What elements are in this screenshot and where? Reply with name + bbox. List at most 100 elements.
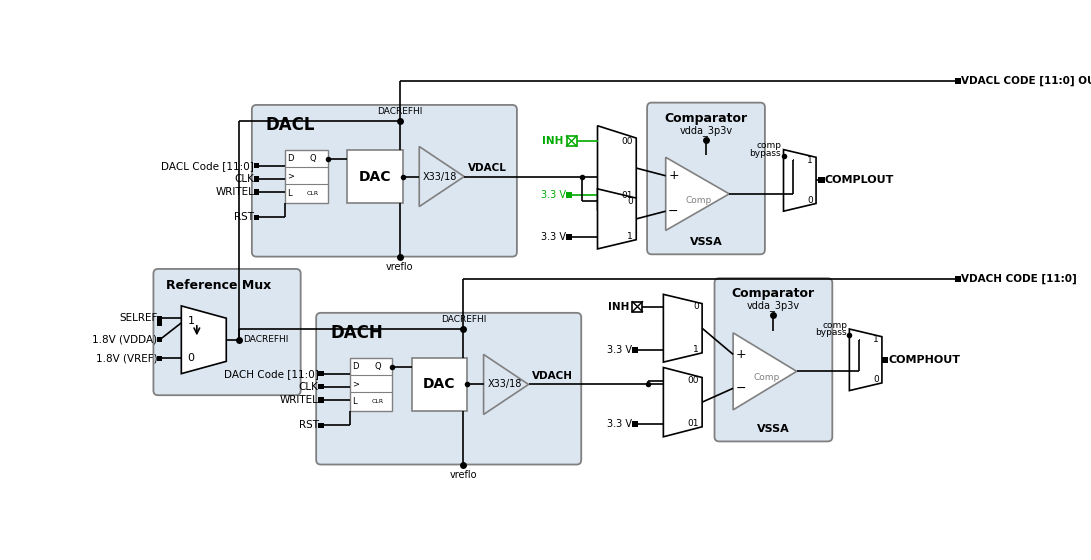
Bar bbox=[955, 276, 961, 282]
Text: 1: 1 bbox=[693, 346, 699, 354]
Bar bbox=[882, 357, 888, 363]
Bar bbox=[157, 315, 163, 321]
Text: 1.8V (VDDA): 1.8V (VDDA) bbox=[92, 335, 157, 345]
Text: Reference Mux: Reference Mux bbox=[166, 279, 271, 292]
Text: DACH Code [11:0]: DACH Code [11:0] bbox=[224, 368, 319, 379]
Text: 1: 1 bbox=[873, 335, 879, 344]
Polygon shape bbox=[598, 189, 636, 249]
Bar bbox=[254, 189, 260, 195]
Text: 01: 01 bbox=[622, 190, 633, 199]
Text: D: D bbox=[288, 155, 293, 164]
Text: 0: 0 bbox=[693, 302, 699, 311]
Text: Comparator: Comparator bbox=[732, 287, 815, 300]
FancyBboxPatch shape bbox=[715, 278, 832, 441]
Text: 1: 1 bbox=[188, 316, 194, 326]
Polygon shape bbox=[663, 367, 703, 437]
Text: vdda_3p3v: vdda_3p3v bbox=[747, 301, 800, 311]
Text: >: > bbox=[288, 171, 295, 180]
Text: 3.3 V: 3.3 V bbox=[541, 190, 566, 200]
Bar bbox=[566, 136, 576, 146]
Text: 3.3 V: 3.3 V bbox=[607, 345, 632, 355]
Polygon shape bbox=[663, 295, 703, 362]
Text: 0: 0 bbox=[188, 353, 194, 363]
Text: CLK: CLK bbox=[235, 174, 254, 184]
Bar bbox=[319, 423, 324, 428]
Bar bbox=[319, 384, 324, 389]
Text: Comp: Comp bbox=[686, 195, 712, 204]
Text: vreflo: vreflo bbox=[449, 470, 477, 480]
Polygon shape bbox=[783, 150, 816, 211]
Text: VSSA: VSSA bbox=[757, 424, 790, 434]
Text: 01: 01 bbox=[687, 419, 699, 428]
Text: DACL: DACL bbox=[266, 116, 315, 134]
Text: 3.3 V: 3.3 V bbox=[607, 419, 632, 429]
Text: vreflo: vreflo bbox=[386, 262, 413, 272]
Text: DACL Code [11:0]: DACL Code [11:0] bbox=[161, 161, 254, 171]
Polygon shape bbox=[666, 157, 729, 230]
Text: >: > bbox=[351, 379, 359, 388]
Polygon shape bbox=[419, 147, 464, 207]
FancyBboxPatch shape bbox=[154, 269, 301, 395]
Text: WRITEL: WRITEL bbox=[279, 395, 319, 405]
Text: +: + bbox=[735, 348, 746, 361]
Text: INH: INH bbox=[608, 302, 630, 312]
Text: Comparator: Comparator bbox=[664, 111, 747, 124]
Text: +: + bbox=[668, 169, 679, 182]
Text: CLR: CLR bbox=[307, 191, 319, 196]
Text: 00: 00 bbox=[687, 376, 699, 385]
Text: VDACH: VDACH bbox=[532, 371, 574, 381]
Text: bypass: bypass bbox=[750, 149, 781, 158]
Text: L: L bbox=[351, 397, 357, 406]
Polygon shape bbox=[598, 125, 636, 211]
Bar bbox=[285, 150, 327, 203]
Text: RST: RST bbox=[235, 212, 254, 222]
Text: comp: comp bbox=[756, 141, 781, 150]
Text: COMPHOUT: COMPHOUT bbox=[888, 355, 960, 365]
Text: Comp: Comp bbox=[753, 373, 780, 382]
Bar bbox=[349, 358, 392, 410]
Bar bbox=[633, 302, 643, 312]
Text: 1.8V (VREF): 1.8V (VREF) bbox=[96, 353, 157, 363]
Text: CLR: CLR bbox=[371, 399, 383, 404]
Text: comp: comp bbox=[822, 321, 847, 330]
Text: −: − bbox=[735, 382, 746, 395]
Text: bypass: bypass bbox=[815, 328, 847, 337]
Text: INH: INH bbox=[542, 136, 563, 146]
Polygon shape bbox=[483, 354, 528, 414]
Text: COMPLOUT: COMPLOUT bbox=[825, 175, 894, 185]
Text: 0: 0 bbox=[627, 197, 633, 206]
Bar bbox=[157, 320, 163, 325]
Text: 3.3 V: 3.3 V bbox=[541, 232, 566, 241]
Text: vdda_3p3v: vdda_3p3v bbox=[680, 125, 732, 136]
Bar bbox=[955, 78, 961, 84]
Text: VDACL: VDACL bbox=[468, 164, 507, 174]
Bar bbox=[632, 347, 638, 353]
Text: DACREFHI: DACREFHI bbox=[441, 315, 487, 324]
Text: −: − bbox=[668, 205, 679, 218]
Text: 1: 1 bbox=[807, 156, 813, 165]
Bar bbox=[818, 178, 825, 184]
Bar bbox=[566, 192, 572, 198]
Text: L: L bbox=[288, 189, 292, 198]
Text: Q: Q bbox=[310, 155, 316, 164]
Bar bbox=[632, 421, 638, 427]
Bar bbox=[254, 214, 260, 220]
Bar bbox=[319, 371, 324, 376]
Text: DACREFHI: DACREFHI bbox=[243, 335, 289, 344]
Bar bbox=[319, 397, 324, 403]
FancyBboxPatch shape bbox=[316, 313, 582, 464]
Text: RST: RST bbox=[299, 420, 319, 430]
Text: CLK: CLK bbox=[299, 382, 319, 392]
Polygon shape bbox=[733, 333, 796, 410]
Text: WRITEL: WRITEL bbox=[215, 187, 254, 197]
Bar bbox=[254, 163, 260, 169]
Bar bbox=[254, 176, 260, 181]
Text: X33/18: X33/18 bbox=[423, 171, 457, 181]
Text: VDACL CODE [11:0] OUT: VDACL CODE [11:0] OUT bbox=[961, 76, 1091, 86]
Text: X33/18: X33/18 bbox=[488, 380, 521, 389]
FancyBboxPatch shape bbox=[252, 105, 517, 256]
Polygon shape bbox=[850, 329, 882, 391]
Text: 0: 0 bbox=[807, 196, 813, 205]
Text: DACREFHI: DACREFHI bbox=[377, 107, 422, 116]
Text: 00: 00 bbox=[622, 137, 633, 146]
